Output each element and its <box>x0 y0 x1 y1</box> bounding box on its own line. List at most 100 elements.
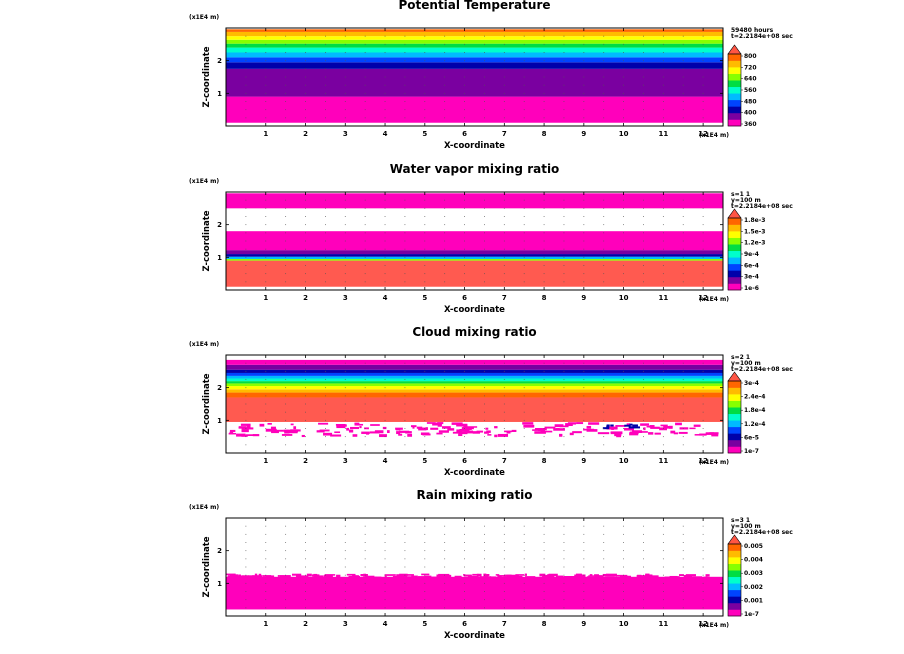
contour-patch <box>236 433 246 437</box>
grid-dot <box>444 542 446 543</box>
grid-dot <box>643 419 644 421</box>
colorbar-swatch <box>728 583 741 591</box>
grid-dot <box>464 60 465 62</box>
grid-dot <box>603 281 605 283</box>
grid <box>225 35 704 119</box>
contour-patch <box>489 576 497 579</box>
grid-dot <box>682 395 684 397</box>
grid-dot <box>464 109 465 111</box>
grid-dot <box>444 76 446 78</box>
grid-dot <box>464 566 465 568</box>
grid-dot <box>305 370 306 372</box>
grid-dot <box>424 582 426 584</box>
contour-patch <box>563 575 575 578</box>
grid-dot <box>643 84 644 86</box>
contour-patch <box>606 424 610 427</box>
grid-dot <box>484 84 485 86</box>
grid-dot <box>603 444 605 446</box>
grid-dot <box>503 395 505 397</box>
grid-dot <box>344 232 346 234</box>
grid-dot <box>583 101 585 102</box>
grid-dot <box>285 599 287 601</box>
colorbar-swatch <box>728 99 741 107</box>
grid-dot <box>484 542 485 543</box>
grid-dot <box>444 216 446 217</box>
grid-dot <box>444 109 446 111</box>
grid-dot <box>285 52 287 53</box>
grid-dot <box>543 240 545 242</box>
contour-patch <box>636 575 648 577</box>
grid-dot <box>344 84 346 86</box>
grid-dot <box>245 43 247 45</box>
grid-dot <box>404 403 406 405</box>
grid-dot <box>265 52 267 53</box>
contour-patch <box>569 432 574 436</box>
grid-dot <box>563 444 565 446</box>
x-unit-label: (x1E4 m) <box>699 622 729 629</box>
colorbar-swatch <box>728 224 741 232</box>
grid-dot <box>583 444 585 446</box>
grid-dot <box>523 370 525 372</box>
grid-dot <box>464 224 465 226</box>
contour-patch <box>648 432 654 435</box>
contour-band <box>226 389 723 393</box>
contour-patch <box>430 427 439 430</box>
grid-dot <box>662 395 664 397</box>
grid-dot <box>583 550 585 552</box>
grid-dot <box>623 101 624 102</box>
grid-dot <box>662 428 664 429</box>
grid-dot <box>364 395 366 397</box>
grid-dot <box>404 542 406 543</box>
x-tick-label: 12 <box>698 457 708 465</box>
grid-dot <box>404 419 406 421</box>
grid-dot <box>404 533 406 535</box>
grid-dot <box>682 207 684 209</box>
grid-dot <box>325 566 326 568</box>
grid-dot <box>265 240 267 242</box>
grid-dot <box>384 265 386 266</box>
contour-band <box>226 43 723 48</box>
grid-dot <box>305 232 306 234</box>
grid-dot <box>543 52 545 53</box>
grid-dot <box>484 607 485 609</box>
grid-dot <box>404 199 406 201</box>
contour-band <box>226 260 723 287</box>
grid-dot <box>285 542 287 543</box>
grid-dot <box>245 370 247 372</box>
colorbar-label: 0.001 <box>744 597 763 604</box>
grid-dot <box>444 436 446 438</box>
grid-dot <box>682 109 684 111</box>
contour-patch <box>673 432 679 435</box>
contour-patch <box>313 575 324 578</box>
grid-dot <box>384 411 386 413</box>
grid-dot <box>662 92 664 94</box>
grid-dot <box>325 550 326 552</box>
grid-dot <box>444 273 446 275</box>
grid-dot <box>643 428 644 429</box>
grid-dot <box>245 224 247 226</box>
grid-dot <box>464 199 465 201</box>
colorbar-label: 1.2e-3 <box>744 240 765 247</box>
grid-dot <box>245 52 247 53</box>
grid-dot <box>464 232 465 234</box>
grid-dot <box>662 403 664 405</box>
colorbar: 1e-7 0.001 0.002 0.003 0.004 0.005 <box>727 534 763 618</box>
contour-band <box>226 31 723 37</box>
colorbar-extend-arrow <box>727 371 742 382</box>
contour-band <box>226 250 723 255</box>
grid-dot <box>384 379 386 380</box>
grid-dot <box>603 599 605 601</box>
contour-patch <box>539 573 546 577</box>
grid-dot <box>523 35 525 37</box>
grid-dot <box>543 281 545 283</box>
grid-dot <box>484 281 485 283</box>
grid-dot <box>384 199 386 201</box>
grid-dot <box>404 591 406 592</box>
grid-dot <box>444 444 446 446</box>
contour-patch <box>262 575 272 577</box>
grid-dot <box>464 256 465 258</box>
grid-dot <box>643 273 644 275</box>
grid-dot <box>285 379 287 380</box>
grid-dot <box>702 43 704 45</box>
grid-dot <box>364 207 366 209</box>
